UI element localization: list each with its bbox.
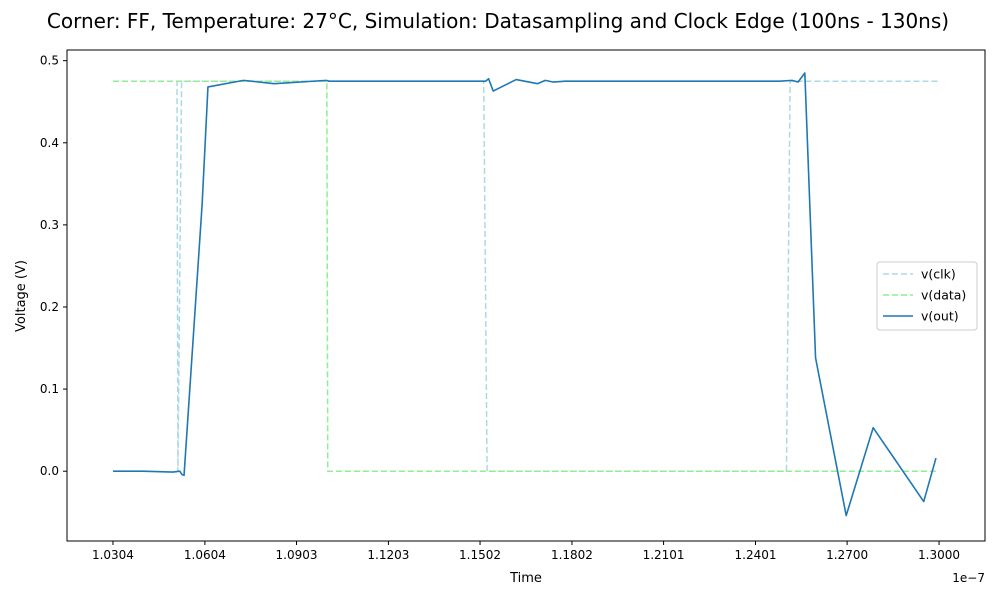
x-axis-offset-label: 1e−7 — [952, 571, 985, 585]
x-tick-label: 1.0903 — [276, 548, 318, 562]
x-tick-label: 1.1502 — [459, 548, 501, 562]
y-tick-label: 0.2 — [40, 300, 59, 314]
x-tick-label: 1.0604 — [184, 548, 226, 562]
x-tick-label: 1.0304 — [92, 548, 134, 562]
series-line-v-data — [112, 80, 940, 472]
y-axis-ticks: 0.0 0.1 0.2 0.3 0.4 0.5 — [40, 54, 67, 478]
axes-frame — [66, 49, 986, 542]
legend-box — [876, 261, 978, 331]
x-tick-label: 1.1802 — [551, 548, 593, 562]
x-tick-label: 1.2700 — [826, 548, 868, 562]
plot-area — [112, 72, 940, 517]
x-tick-label: 1.3000 — [918, 548, 960, 562]
x-tick-label: 1.2101 — [643, 548, 685, 562]
y-tick-label: 0.3 — [40, 218, 59, 232]
x-axis-label: Time — [509, 571, 542, 586]
y-tick-label: 0.0 — [40, 464, 59, 478]
series-line-v-out — [112, 72, 937, 517]
y-axis-label: Voltage (V) — [14, 260, 29, 332]
legend-label: v(clk) — [921, 267, 956, 282]
chart-title: Corner: FF, Temperature: 27°C, Simulatio… — [47, 9, 949, 33]
x-axis-ticks: 1.0304 1.0604 1.0903 1.1203 1.1502 1.1802 1.21… — [92, 541, 960, 562]
y-tick-label: 0.4 — [40, 136, 59, 150]
legend-label: v(data) — [921, 288, 966, 303]
x-tick-label: 1.1203 — [367, 548, 409, 562]
y-tick-label: 0.5 — [40, 54, 59, 68]
legend-label: v(out) — [921, 309, 959, 324]
x-tick-label: 1.2401 — [735, 548, 777, 562]
legend: v(clk) v(data) v(out) — [876, 261, 978, 331]
y-tick-label: 0.1 — [40, 382, 59, 396]
